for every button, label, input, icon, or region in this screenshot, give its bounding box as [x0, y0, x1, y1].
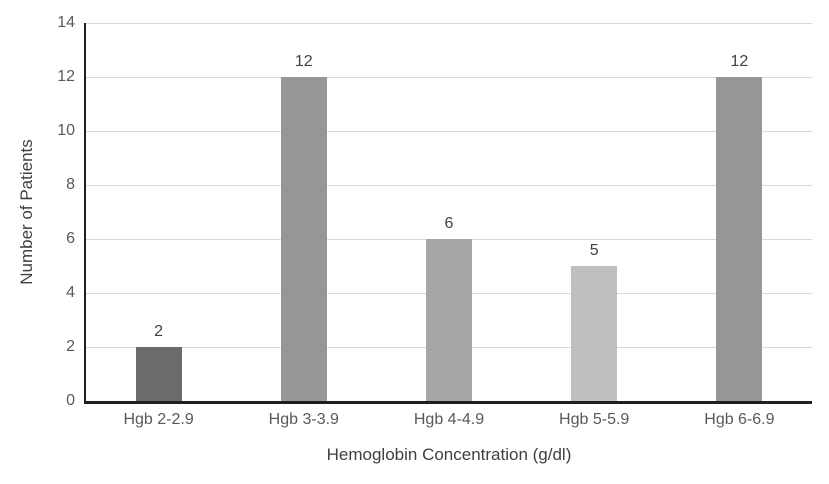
x-tick-label: Hgb 6-6.9	[704, 411, 775, 428]
bar	[280, 77, 327, 401]
y-axis-line	[84, 23, 86, 401]
bar	[426, 239, 472, 401]
bar-value-label: 2	[154, 323, 164, 340]
x-tick-label: Hgb 2-2.9	[123, 411, 194, 428]
x-tick-label: Hgb 3-3.9	[268, 411, 339, 428]
y-tick-label: 2	[66, 338, 75, 355]
y-tick-label: 14	[57, 14, 75, 31]
x-axis-line	[84, 401, 812, 404]
bar	[571, 266, 618, 401]
bar-value-label: 5	[589, 242, 599, 259]
gridline	[86, 184, 812, 186]
gridline	[86, 76, 812, 78]
gridline	[86, 22, 812, 24]
bar-value-label: 6	[444, 215, 454, 232]
y-tick-label: 12	[57, 68, 75, 85]
y-tick-label: 4	[66, 284, 75, 301]
y-tick-label: 8	[66, 176, 75, 193]
y-tick-label: 6	[66, 230, 75, 247]
bar	[716, 77, 763, 401]
x-tick-label: Hgb 5-5.9	[559, 411, 630, 428]
y-tick-label: 0	[66, 392, 75, 409]
x-axis-title: Hemoglobin Concentration (g/dl)	[326, 445, 572, 464]
y-tick-label: 10	[57, 122, 75, 139]
plot-area: 0 2 4 6 8 10 12 14 2 Hgb 2-2.9 12 Hgb 3-3.9 6 Hgb 4-4…	[57, 15, 812, 428]
x-tick-label: Hgb 4-4.9	[413, 411, 485, 428]
bar-value-label: 12	[294, 53, 313, 70]
bar-value-label: 12	[730, 53, 749, 70]
bar	[135, 347, 182, 401]
y-axis-title: Number of Patients	[17, 139, 36, 285]
gridline	[86, 130, 812, 132]
